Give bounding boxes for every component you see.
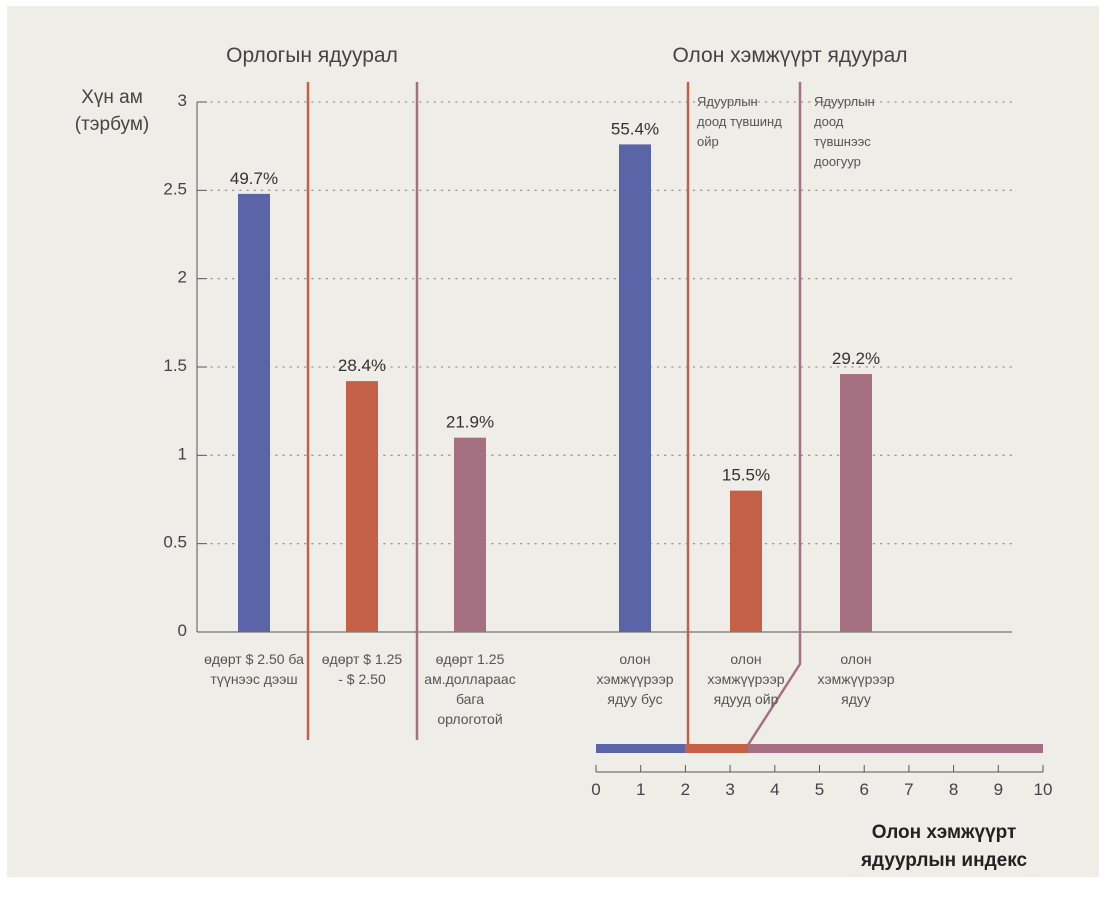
- bar-value-label: 21.9%: [446, 413, 494, 432]
- category-label: хэмжүүрээр: [818, 671, 895, 687]
- index-title-line1: Олон хэмжүүрт: [872, 822, 1017, 843]
- index-tick-label: 9: [994, 780, 1003, 799]
- bar-value-label: 55.4%: [611, 119, 659, 138]
- index-title-line2: ядуурлын индекс: [860, 850, 1027, 871]
- annotation-text: түвшнээс: [814, 134, 871, 149]
- category-label: өдөрт 1.25: [436, 651, 505, 667]
- index-tick-label: 1: [636, 780, 645, 799]
- annotation-text: ойр: [697, 134, 719, 149]
- category-label: өдөрт $ 1.25: [322, 651, 403, 667]
- category-label: олон: [730, 651, 761, 667]
- y-axis-label-line2: (тэрбум): [75, 114, 149, 135]
- section-title-multidimensional: Олон хэмжүүрт ядуурал: [672, 44, 907, 67]
- category-label: хэмжүүрээр: [597, 671, 674, 687]
- index-tick-label: 6: [859, 780, 868, 799]
- bar: [454, 437, 486, 632]
- y-tick-label: 3: [178, 91, 187, 110]
- bar-value-label: 29.2%: [832, 349, 880, 368]
- category-label: түүнээс дээш: [210, 671, 297, 687]
- y-tick-label: 0.5: [163, 533, 187, 552]
- y-tick-label: 1.5: [163, 356, 187, 375]
- category-label: ядуу бус: [607, 691, 662, 707]
- annotation-text: Ядуурлын: [697, 94, 758, 109]
- y-tick-label: 2.5: [163, 179, 187, 198]
- category-label: ядууд ойр: [714, 691, 779, 707]
- index-tick-label: 4: [770, 780, 779, 799]
- y-tick-label: 2: [178, 268, 187, 287]
- bar-value-label: 28.4%: [338, 356, 386, 375]
- section-title-income: Орлогын ядуурал: [226, 44, 398, 67]
- index-band-segment: [685, 744, 748, 753]
- category-label: өдөрт $ 2.50 ба: [204, 651, 304, 667]
- bar: [346, 381, 378, 632]
- category-label: ам.доллараас: [424, 671, 515, 687]
- annotation-text: доогуур: [814, 154, 861, 169]
- category-label: ядуу: [841, 691, 871, 707]
- category-label: - $ 2.50: [338, 671, 386, 687]
- annotation-text: доод түвшинд: [697, 114, 782, 129]
- bar-value-label: 15.5%: [722, 466, 770, 485]
- index-band-segment: [747, 744, 1043, 753]
- y-tick-label: 1: [178, 444, 187, 463]
- category-label: олон: [840, 651, 871, 667]
- chart-panel: [7, 6, 1099, 877]
- category-label: бага: [456, 691, 484, 707]
- bar: [840, 374, 872, 632]
- index-tick-label: 10: [1034, 780, 1053, 799]
- index-tick-label: 3: [725, 780, 734, 799]
- index-band-segment: [596, 744, 686, 753]
- bar: [238, 193, 270, 632]
- bar: [619, 144, 651, 632]
- divider-line-index: [746, 82, 802, 746]
- index-tick-label: 8: [949, 780, 958, 799]
- y-axis-label-line1: Хүн ам: [81, 87, 143, 108]
- annotation-text: Ядуурлын: [814, 94, 875, 109]
- index-tick-label: 5: [815, 780, 824, 799]
- index-tick-label: 2: [681, 780, 690, 799]
- y-tick-label: 0: [178, 621, 187, 640]
- category-label: олон: [619, 651, 650, 667]
- index-tick-label: 0: [591, 780, 600, 799]
- index-tick-label: 7: [904, 780, 913, 799]
- bar-value-label: 49.7%: [230, 169, 278, 188]
- category-label: орлоготой: [437, 711, 502, 727]
- bar: [730, 490, 762, 632]
- category-label: хэмжүүрээр: [708, 671, 785, 687]
- annotation-text: доод: [814, 114, 844, 129]
